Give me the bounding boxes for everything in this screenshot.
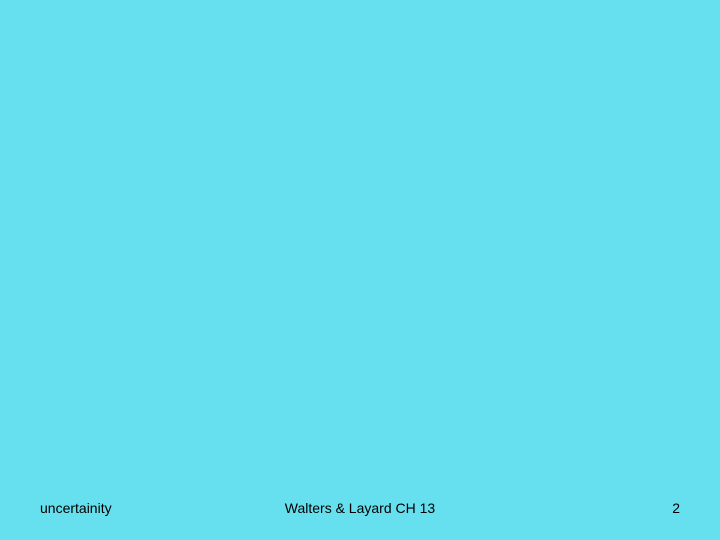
slide-footer: uncertainity Walters & Layard CH 13 2 [0,500,720,516]
footer-page-number: 2 [467,500,680,516]
footer-left-text: uncertainity [40,500,253,516]
background [0,0,720,540]
footer-center-text: Walters & Layard CH 13 [253,500,466,516]
